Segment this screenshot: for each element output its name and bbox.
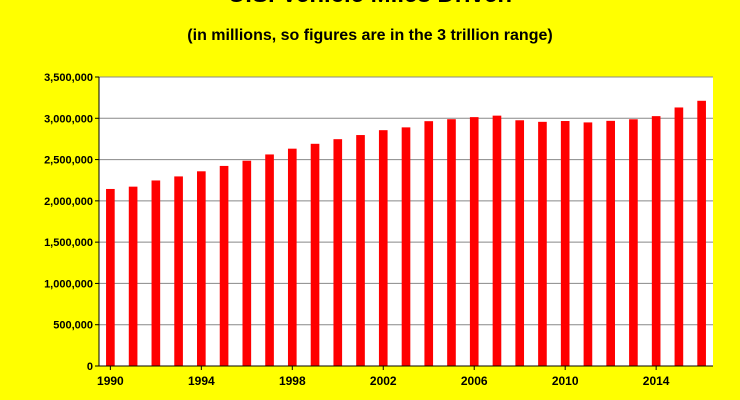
y-tick-label: 2,000,000 <box>44 196 93 208</box>
x-tick-label: 1994 <box>188 374 215 388</box>
y-tick-label: 3,000,000 <box>44 113 93 125</box>
bar-1997 <box>265 154 274 366</box>
y-tick-label: 1,500,000 <box>44 237 93 249</box>
chart-title: U.S. Vehicle Miles Driven <box>228 0 512 8</box>
x-tick-label: 2006 <box>461 374 488 388</box>
bar-1994 <box>197 171 206 366</box>
bar-1993 <box>174 176 183 366</box>
bar-2014 <box>651 116 661 366</box>
y-tick-label: 2,500,000 <box>44 155 93 167</box>
x-tick-label: 2010 <box>552 374 579 388</box>
bar-1995 <box>219 165 229 366</box>
bar-2016 <box>697 100 706 366</box>
bar-1996 <box>242 160 252 366</box>
bar-1992 <box>151 180 161 366</box>
bar-2012 <box>606 120 615 366</box>
bar-2011 <box>583 122 593 367</box>
bar-1998 <box>287 148 297 366</box>
x-tick-labels: 1990 1994 1998 2002 2006 2010 2014 <box>97 374 670 388</box>
y-tick-label: 0 <box>87 361 93 373</box>
bar-2010 <box>560 121 570 366</box>
bar-2006 <box>469 117 479 366</box>
bar-1991 <box>128 186 138 366</box>
bar-2000 <box>333 139 343 366</box>
x-tick-label: 2014 <box>643 374 670 388</box>
bar-2005 <box>447 119 456 366</box>
bar-2008 <box>515 120 525 366</box>
chart-subtitle: (in millions, so figures are in the 3 tr… <box>187 27 552 44</box>
bar-2009 <box>538 121 547 366</box>
bar-2007 <box>492 115 502 366</box>
y-tick-label: 1,000,000 <box>44 278 93 290</box>
y-tick-label: 3,500,000 <box>44 72 93 84</box>
x-tick-label: 2002 <box>370 374 397 388</box>
y-tick-labels: 0 500,000 1,000,000 1,500,000 2,000,000 2,500… <box>44 72 93 373</box>
x-tick-label: 1990 <box>97 374 124 388</box>
bar-2004 <box>424 121 434 366</box>
bar-2003 <box>401 127 411 367</box>
bars <box>106 100 706 367</box>
bar-2002 <box>378 130 388 366</box>
bar-1990 <box>106 188 115 366</box>
bar-2015 <box>674 107 684 366</box>
x-tick-label: 1998 <box>279 374 306 388</box>
axes <box>95 76 713 370</box>
y-tick-label: 500,000 <box>53 320 93 332</box>
bar-2001 <box>356 135 365 366</box>
bar-1999 <box>310 143 320 366</box>
bar-2013 <box>629 119 638 366</box>
